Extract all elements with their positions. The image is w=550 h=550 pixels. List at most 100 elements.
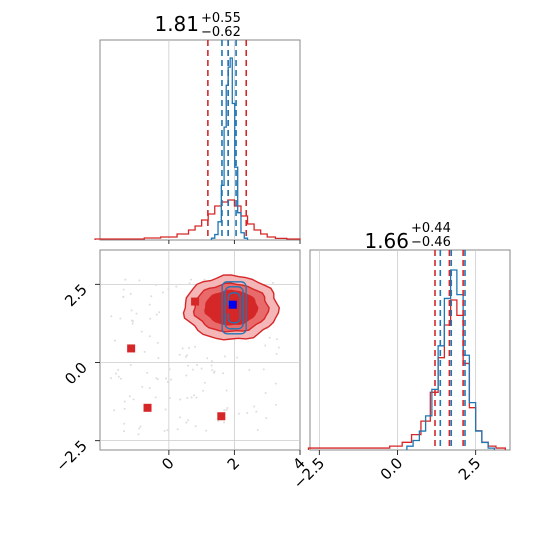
sample-dot: [166, 429, 169, 432]
sample-dot: [139, 425, 142, 428]
y-tick-label: 2.5: [61, 280, 91, 310]
red-histogram-step: [94, 199, 301, 240]
density-contours: [182, 274, 281, 341]
sample-dot: [132, 398, 135, 401]
sample-dot: [193, 394, 196, 397]
sample-dot: [265, 416, 268, 419]
sample-dot: [203, 278, 206, 281]
sample-dot: [150, 295, 153, 298]
sample-dot: [190, 396, 193, 399]
red-square-marker: [191, 297, 200, 306]
panel-2d-frame: [99, 249, 301, 451]
red-square-marker: [225, 305, 234, 314]
sample-dot: [186, 397, 189, 400]
sample-dot: [237, 412, 240, 415]
markers: [127, 297, 237, 421]
sample-dot: [196, 363, 199, 366]
sample-dot: [236, 356, 239, 359]
sample-dot: [255, 410, 258, 413]
sample-dot: [256, 428, 259, 431]
sample-dot: [156, 341, 159, 344]
sample-dot: [176, 428, 179, 431]
sample-dot: [148, 387, 151, 390]
y-tick-label: 0.0: [61, 359, 91, 389]
sample-dot: [164, 408, 167, 411]
sample-dot: [226, 407, 229, 410]
sample-dot: [212, 371, 215, 374]
sample-dot: [122, 295, 125, 298]
sample-dot: [167, 288, 170, 291]
sample-dot: [248, 368, 251, 371]
sample-dot: [275, 338, 278, 341]
panel-hist-2: −2.5 0.0 2.5 1.66 +0.44 −0.46: [290, 221, 511, 493]
sample-dot: [274, 403, 277, 406]
panel-hist-2-frame: [309, 249, 511, 451]
sample-dot: [161, 291, 164, 294]
sample-dot: [211, 369, 214, 372]
sample-dot: [272, 281, 275, 284]
sample-dot: [217, 419, 220, 422]
blue-histogram-1: [210, 57, 249, 240]
sample-dot: [157, 357, 160, 360]
sample-dot: [223, 355, 226, 358]
sample-dot: [146, 371, 149, 374]
sample-dot: [149, 317, 152, 320]
sample-dot: [187, 419, 190, 422]
sample-dot: [225, 389, 228, 392]
blue-contour-outer: [221, 281, 247, 335]
sample-dot: [202, 389, 205, 392]
quantile-lines-1: [207, 40, 248, 240]
sample-dot: [113, 409, 116, 412]
param2-title-minus: −0.46: [411, 235, 451, 250]
param1-title-minus: −0.62: [201, 25, 241, 40]
sample-dot: [155, 377, 158, 380]
sample-dot: [143, 350, 146, 353]
sample-dot: [129, 292, 132, 295]
panel-hist-2-grid: [318, 250, 477, 450]
sample-dot: [135, 312, 138, 315]
sample-dot: [185, 421, 188, 424]
sample-dot: [168, 397, 171, 400]
sample-dot: [119, 317, 122, 320]
sample-dot: [113, 339, 116, 342]
sample-dot: [178, 416, 181, 419]
sample-dot: [274, 382, 277, 385]
sample-dot: [185, 374, 188, 377]
x-tick-label: 0: [158, 454, 177, 473]
sample-dot: [188, 346, 191, 349]
sample-dot: [194, 425, 197, 428]
sample-dot: [138, 427, 141, 430]
sample-dot: [137, 433, 140, 436]
red-square-marker: [217, 412, 226, 421]
sample-dot: [155, 313, 158, 316]
quantile-lines-2: [434, 250, 466, 450]
sample-dot: [253, 405, 256, 408]
sample-dot: [268, 336, 271, 339]
sample-dot: [210, 360, 213, 363]
sample-dot: [223, 421, 226, 424]
sample-dot: [275, 352, 278, 355]
sample-dot: [166, 380, 169, 383]
x-tick-label: 2: [224, 454, 243, 473]
blue-contour-middle: [224, 286, 244, 330]
sample-dot: [148, 335, 151, 338]
panel-2d: 0 2 4−2.50.02.5: [52, 249, 309, 475]
sample-dot: [158, 311, 161, 314]
sample-dot: [206, 357, 209, 360]
sample-dot: [141, 385, 144, 388]
sample-dot: [123, 400, 126, 403]
sample-dot: [123, 407, 126, 410]
sample-dot: [168, 368, 171, 371]
panel-hist-1-frame: [99, 39, 301, 241]
sample-dot: [262, 368, 265, 371]
sample-dot: [110, 377, 113, 380]
sample-dot: [195, 396, 198, 399]
x-tick-label: 0.0: [377, 454, 407, 484]
sample-dot: [140, 330, 143, 333]
sample-dot: [184, 355, 187, 358]
sample-dot: [131, 322, 134, 325]
sample-dot: [155, 283, 158, 286]
sample-dot: [148, 303, 151, 306]
sample-dot: [188, 282, 191, 285]
sample-dot: [154, 396, 157, 399]
